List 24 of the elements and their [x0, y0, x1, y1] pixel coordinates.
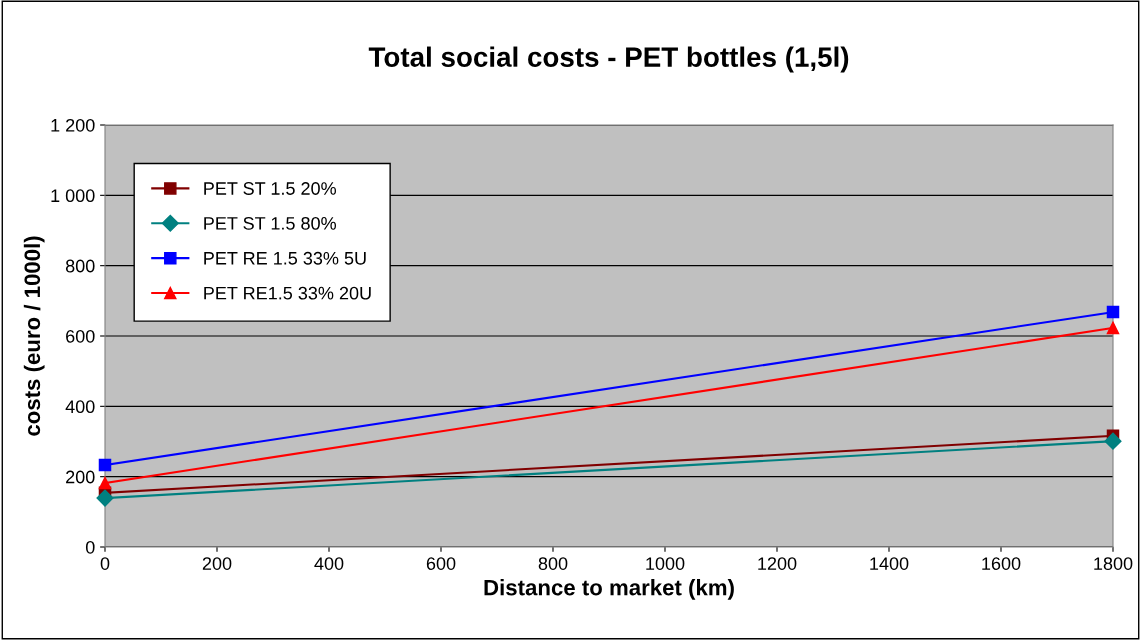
y-tick-label: 1 000	[51, 189, 95, 203]
legend-label: PET RE1.5 33% 20U	[204, 286, 371, 300]
chart-title: Total social costs - PET bottles (1,5l)	[368, 46, 849, 73]
x-tick-label: 1600	[982, 557, 1021, 570]
y-tick-label: 1 200	[51, 118, 95, 132]
x-axis-title: Distance to market (km)	[484, 579, 734, 600]
legend-label: PET RE 1.5 33% 5U	[204, 251, 366, 265]
legend-label: PET ST 1.5 80%	[204, 216, 336, 230]
y-tick-label: 0	[85, 540, 95, 554]
y-axis-title: costs (euro / 1000l)	[23, 236, 45, 436]
y-tick-label: 400	[65, 400, 95, 414]
x-tick-label: 600	[426, 557, 456, 570]
y-tick-label: 200	[66, 470, 95, 484]
x-tick-label: 800	[538, 557, 568, 570]
y-tick-label: 800	[65, 259, 95, 273]
x-tick-label: 1000	[646, 557, 685, 570]
x-tick-label: 1400	[870, 557, 909, 570]
x-tick-label: 0	[100, 557, 110, 570]
x-tick-label: 200	[202, 557, 232, 570]
x-tick-label: 400	[314, 557, 344, 570]
x-tick-label: 1200	[758, 557, 797, 570]
legend-label: PET ST 1.5 20%	[204, 182, 336, 195]
y-tick-label: 600	[66, 329, 95, 343]
x-tick-label: 1800	[1094, 557, 1133, 570]
